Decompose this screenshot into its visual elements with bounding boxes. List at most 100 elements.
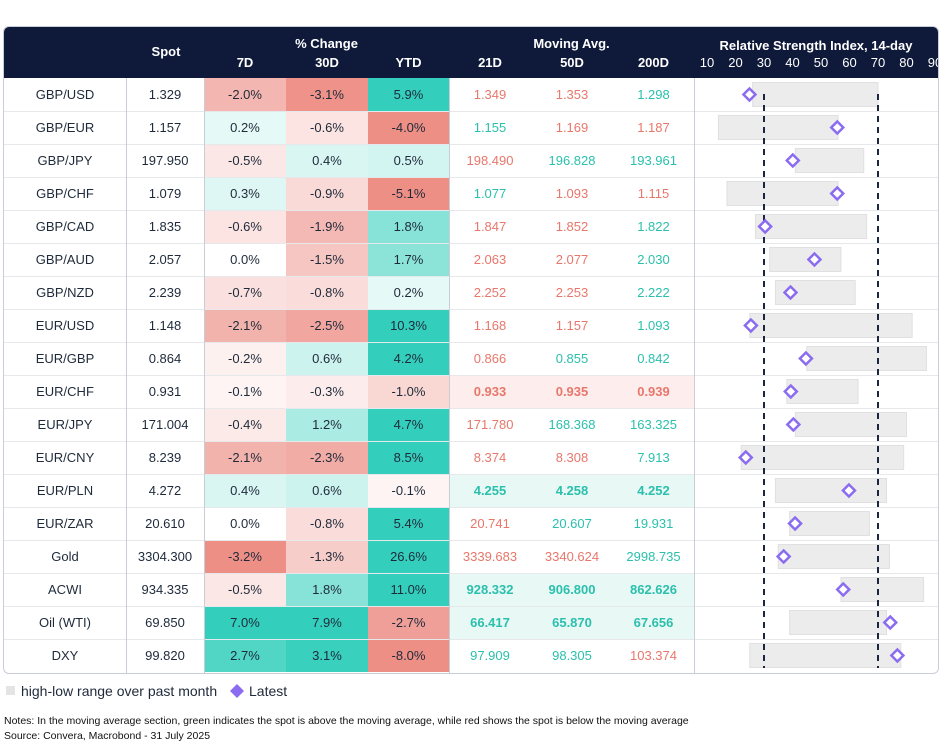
cell-ytd: 0.2% — [368, 276, 449, 309]
cell-d30: 3.1% — [286, 639, 368, 672]
cell-ma50: 8.308 — [555, 450, 589, 465]
cell-ytd: -4.0% — [368, 111, 449, 144]
table-row: EUR/PLN 4.272 0.4% 0.6% -0.1% 4.255 4.258 4.252 — [4, 474, 938, 507]
header-rsi-title: Relative Strength Index, 14-day — [719, 38, 913, 53]
table-row: EUR/USD 1.148 -2.1% -2.5% 10.3% 1.168 1.157 1.0… — [4, 309, 938, 342]
row-divider — [4, 144, 938, 145]
legend-range-label: high-low range over past month — [21, 683, 218, 699]
cell-ma50: 168.368 — [548, 417, 596, 432]
cell-spot: 934.335 — [141, 582, 189, 597]
cell-ma21: 0.933 — [449, 375, 531, 408]
table-row: GBP/JPY 197.950 -0.5% 0.4% 0.5% 198.490 196.82… — [4, 144, 938, 177]
row-divider — [4, 639, 938, 640]
table-row: GBP/CAD 1.835 -0.6% -1.9% 1.8% 1.847 1.852 1.82… — [4, 210, 938, 243]
divider-after-spot — [204, 78, 205, 673]
rsi-range-bar — [794, 148, 865, 173]
cell-ma21: 2.252 — [473, 285, 507, 300]
cell-ma200: 1.093 — [637, 318, 670, 333]
rsi-latest-marker — [737, 449, 754, 466]
header-spot: Spot — [151, 44, 181, 59]
cell-ma21: 1.168 — [473, 318, 507, 333]
cell-ma50: 1.852 — [555, 219, 589, 234]
table-row: Gold 3304.300 -3.2% -1.3% 26.6% 3339.683 3340.… — [4, 540, 938, 573]
rsi-range-bar — [774, 478, 888, 503]
cell-spot: 0.864 — [148, 351, 182, 366]
table-row: EUR/JPY 171.004 -0.4% 1.2% 4.7% 171.780 168.36… — [4, 408, 938, 441]
rsi-range-bar — [752, 82, 879, 107]
cell-d30: 1.2% — [286, 408, 368, 441]
rsi-latest-marker — [882, 614, 899, 631]
cell-d30: -0.6% — [286, 111, 368, 144]
cell-d7: 2.7% — [204, 639, 286, 672]
cell-name: DXY — [51, 648, 79, 663]
row-divider — [4, 441, 938, 442]
cell-spot: 1.329 — [148, 87, 182, 102]
cell-spot: 2.239 — [148, 285, 182, 300]
cell-ytd: 1.7% — [368, 243, 449, 276]
cell-d7: -2.0% — [204, 78, 286, 111]
cell-ma200: 4.252 — [613, 474, 694, 507]
rsi-latest-marker — [785, 152, 801, 169]
legend-range-swatch — [6, 686, 15, 695]
cell-ytd: 26.6% — [368, 540, 449, 573]
cell-d30: -0.3% — [286, 375, 368, 408]
rsi-latest-marker — [743, 317, 759, 334]
cell-ma21: 2.063 — [473, 252, 507, 267]
cell-ma50: 4.258 — [531, 474, 613, 507]
table-row: GBP/USD 1.329 -2.0% -3.1% 5.9% 1.349 1.353 1.29… — [4, 78, 938, 111]
cell-d7: -0.5% — [204, 144, 286, 177]
rsi-range-bar — [749, 643, 902, 668]
table-row: GBP/EUR 1.157 0.2% -0.6% -4.0% 1.155 1.169 1.18… — [4, 111, 938, 144]
cell-name: ACWI — [48, 582, 82, 597]
row-divider — [4, 210, 938, 211]
cell-ma21: 8.374 — [473, 450, 507, 465]
header-7d: 7D — [236, 55, 254, 70]
cell-ma50: 0.935 — [531, 375, 613, 408]
cell-ma200: 0.939 — [613, 375, 694, 408]
source-text: Source: Convera, Macrobond - 31 July 202… — [4, 730, 211, 742]
cell-spot: 1.157 — [148, 120, 182, 135]
cell-name: Gold — [51, 549, 79, 564]
row-divider — [4, 573, 938, 574]
rsi-latest-marker — [841, 482, 857, 499]
cell-ma21: 0.866 — [473, 351, 507, 366]
cell-d30: 0.6% — [286, 474, 368, 507]
cell-name: EUR/GBP — [35, 351, 95, 366]
cell-name: Oil (WTI) — [39, 615, 91, 630]
cell-name: EUR/PLN — [36, 483, 94, 498]
header-200d: 200D — [637, 55, 670, 70]
cell-ma21: 97.909 — [470, 648, 510, 663]
rsi-latest-marker — [785, 416, 802, 433]
cell-name: GBP/CAD — [35, 219, 95, 234]
cell-d30: 1.8% — [286, 573, 368, 606]
cell-ma50: 196.828 — [548, 153, 596, 168]
cell-ma200: 1.187 — [637, 120, 670, 135]
cell-ma200: 193.961 — [630, 153, 677, 168]
rsi-axis-ticks: 10 20 30 40 50 60 70 80 90 — [694, 55, 938, 75]
table-row: EUR/GBP 0.864 -0.2% 0.6% 4.2% 0.866 0.855 0.842 — [4, 342, 938, 375]
header-21d: 21D — [478, 55, 502, 70]
cell-d7: -0.4% — [204, 408, 286, 441]
row-divider — [4, 177, 938, 178]
rsi-range-bar — [806, 346, 927, 371]
rsi-range-bar — [789, 511, 870, 536]
cell-ytd: 4.2% — [368, 342, 449, 375]
rsi-latest-marker — [829, 119, 846, 136]
cell-name: EUR/CHF — [36, 384, 94, 399]
cell-ma200: 1.822 — [637, 219, 670, 234]
table-row: EUR/ZAR 20.610 0.0% -0.8% 5.4% 20.741 20.607 19… — [4, 507, 938, 540]
cell-ma50: 3340.624 — [544, 549, 600, 564]
rsi-range-bar — [754, 214, 868, 239]
cell-ma21: 1.077 — [473, 186, 507, 201]
cell-ma200: 2998.735 — [626, 549, 681, 564]
cell-ma21: 3339.683 — [462, 549, 518, 564]
rsi-chart — [717, 82, 927, 668]
rsi-range-bar — [717, 115, 839, 140]
rsi-latest-marker — [798, 350, 814, 367]
cell-d7: -0.7% — [204, 276, 286, 309]
cell-ytd: 11.0% — [368, 573, 449, 606]
cell-spot: 99.820 — [145, 648, 185, 663]
cell-ma50: 0.855 — [555, 351, 589, 366]
cell-spot: 20.610 — [145, 516, 185, 531]
legend-latest-diamond-icon — [230, 684, 244, 698]
